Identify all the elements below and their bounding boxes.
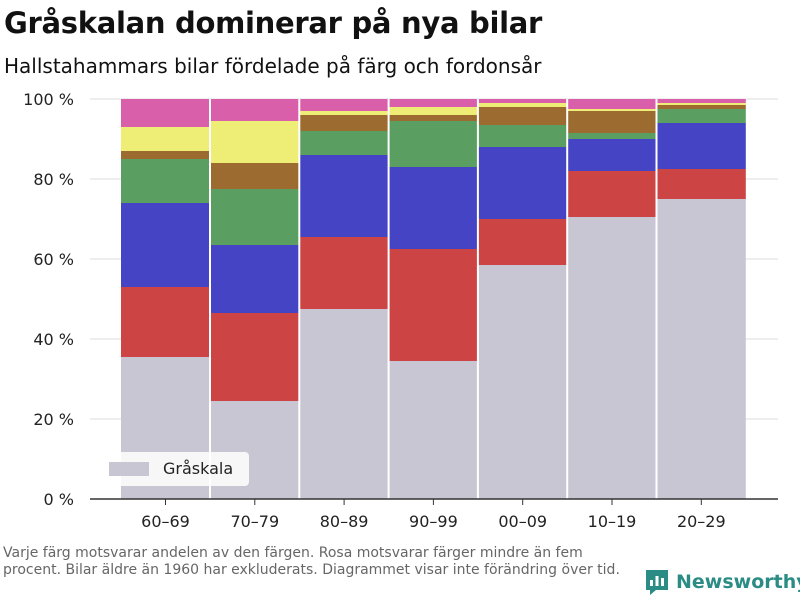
bar-segment (121, 151, 210, 159)
bar-segment (388, 115, 478, 121)
x-tick-label: 70–79 (230, 512, 279, 531)
chart-title: Gråskalan dominerar på nya bilar (4, 6, 543, 40)
y-tick-label: 100 % (23, 90, 74, 109)
newsworthy-logo-icon (646, 570, 668, 595)
brand-name: Newsworthy (676, 571, 800, 593)
bar-segment (478, 107, 568, 125)
bar-segment (299, 155, 389, 237)
legend-box (101, 452, 249, 486)
bar-segment (567, 99, 657, 109)
bar-segment (121, 287, 210, 357)
bar-segment (656, 123, 746, 169)
bar-segment (121, 159, 210, 203)
bar-segment (388, 121, 478, 167)
bar-segment (299, 131, 389, 155)
bar-segment (388, 167, 478, 249)
bar-segment (567, 109, 657, 111)
bar-segment (478, 125, 568, 147)
chart-caption: Varje färg motsvarar andelen av den färg… (3, 545, 620, 578)
bar-segment (210, 245, 300, 313)
bar-segment (299, 237, 389, 309)
bar-segment (388, 361, 478, 499)
bar-segment (121, 203, 210, 287)
bar-segment (121, 127, 210, 151)
y-tick-label: 20 % (33, 410, 74, 429)
bar-segment (656, 199, 746, 499)
bar-segment (388, 99, 478, 107)
bar-segment (210, 163, 300, 189)
bar-segment (388, 249, 478, 361)
bar-segment (210, 99, 300, 121)
bar-segment (210, 189, 300, 245)
x-axis: 60–69 70–79 80–89 90–99 00–09 10–19 20–29 (90, 498, 778, 531)
y-axis: 0 % 20 % 40 % 60 % 80 % 100 % (23, 90, 74, 509)
brand-logo: Newsworthy (644, 568, 800, 596)
bar-segment (121, 99, 210, 127)
bar-segment (388, 107, 478, 115)
bar-segment (656, 105, 746, 109)
bar-segment (299, 115, 389, 131)
bar-segment (656, 109, 746, 123)
bar-segment (478, 99, 568, 103)
bar-segment (210, 121, 300, 163)
y-tick-label: 60 % (33, 250, 74, 269)
bar-segment (478, 219, 568, 265)
y-tick-label: 0 % (44, 490, 74, 509)
bar-segment (656, 169, 746, 199)
legend: Gråskala (101, 452, 249, 486)
bar-segment (567, 171, 657, 217)
bar-segment (567, 139, 657, 171)
bar-segment (299, 309, 389, 499)
bar-segment (210, 313, 300, 401)
bar-segment (299, 111, 389, 115)
bar-stacks (121, 99, 746, 499)
x-tick-label: 90–99 (409, 512, 458, 531)
x-tick-label: 00–09 (498, 512, 547, 531)
x-tick-label: 20–29 (677, 512, 726, 531)
x-tick-label: 80–89 (320, 512, 369, 531)
chart-subtitle: Hallstahammars bilar fördelade på färg o… (4, 54, 542, 78)
bar-segment (299, 99, 389, 111)
bar-segment (567, 111, 657, 133)
bar-segment (567, 217, 657, 499)
bar-segment (656, 103, 746, 105)
bar-segment (567, 133, 657, 139)
bar-segment (478, 265, 568, 499)
x-tick-label: 60–69 (141, 512, 190, 531)
y-tick-label: 80 % (33, 170, 74, 189)
bar-segment (478, 147, 568, 219)
x-tick-label: 10–19 (588, 512, 637, 531)
legend-swatch (109, 462, 149, 476)
y-tick-label: 40 % (33, 330, 74, 349)
legend-label: Gråskala (163, 459, 233, 478)
bar-segment (656, 99, 746, 103)
bar-segment (478, 103, 568, 107)
